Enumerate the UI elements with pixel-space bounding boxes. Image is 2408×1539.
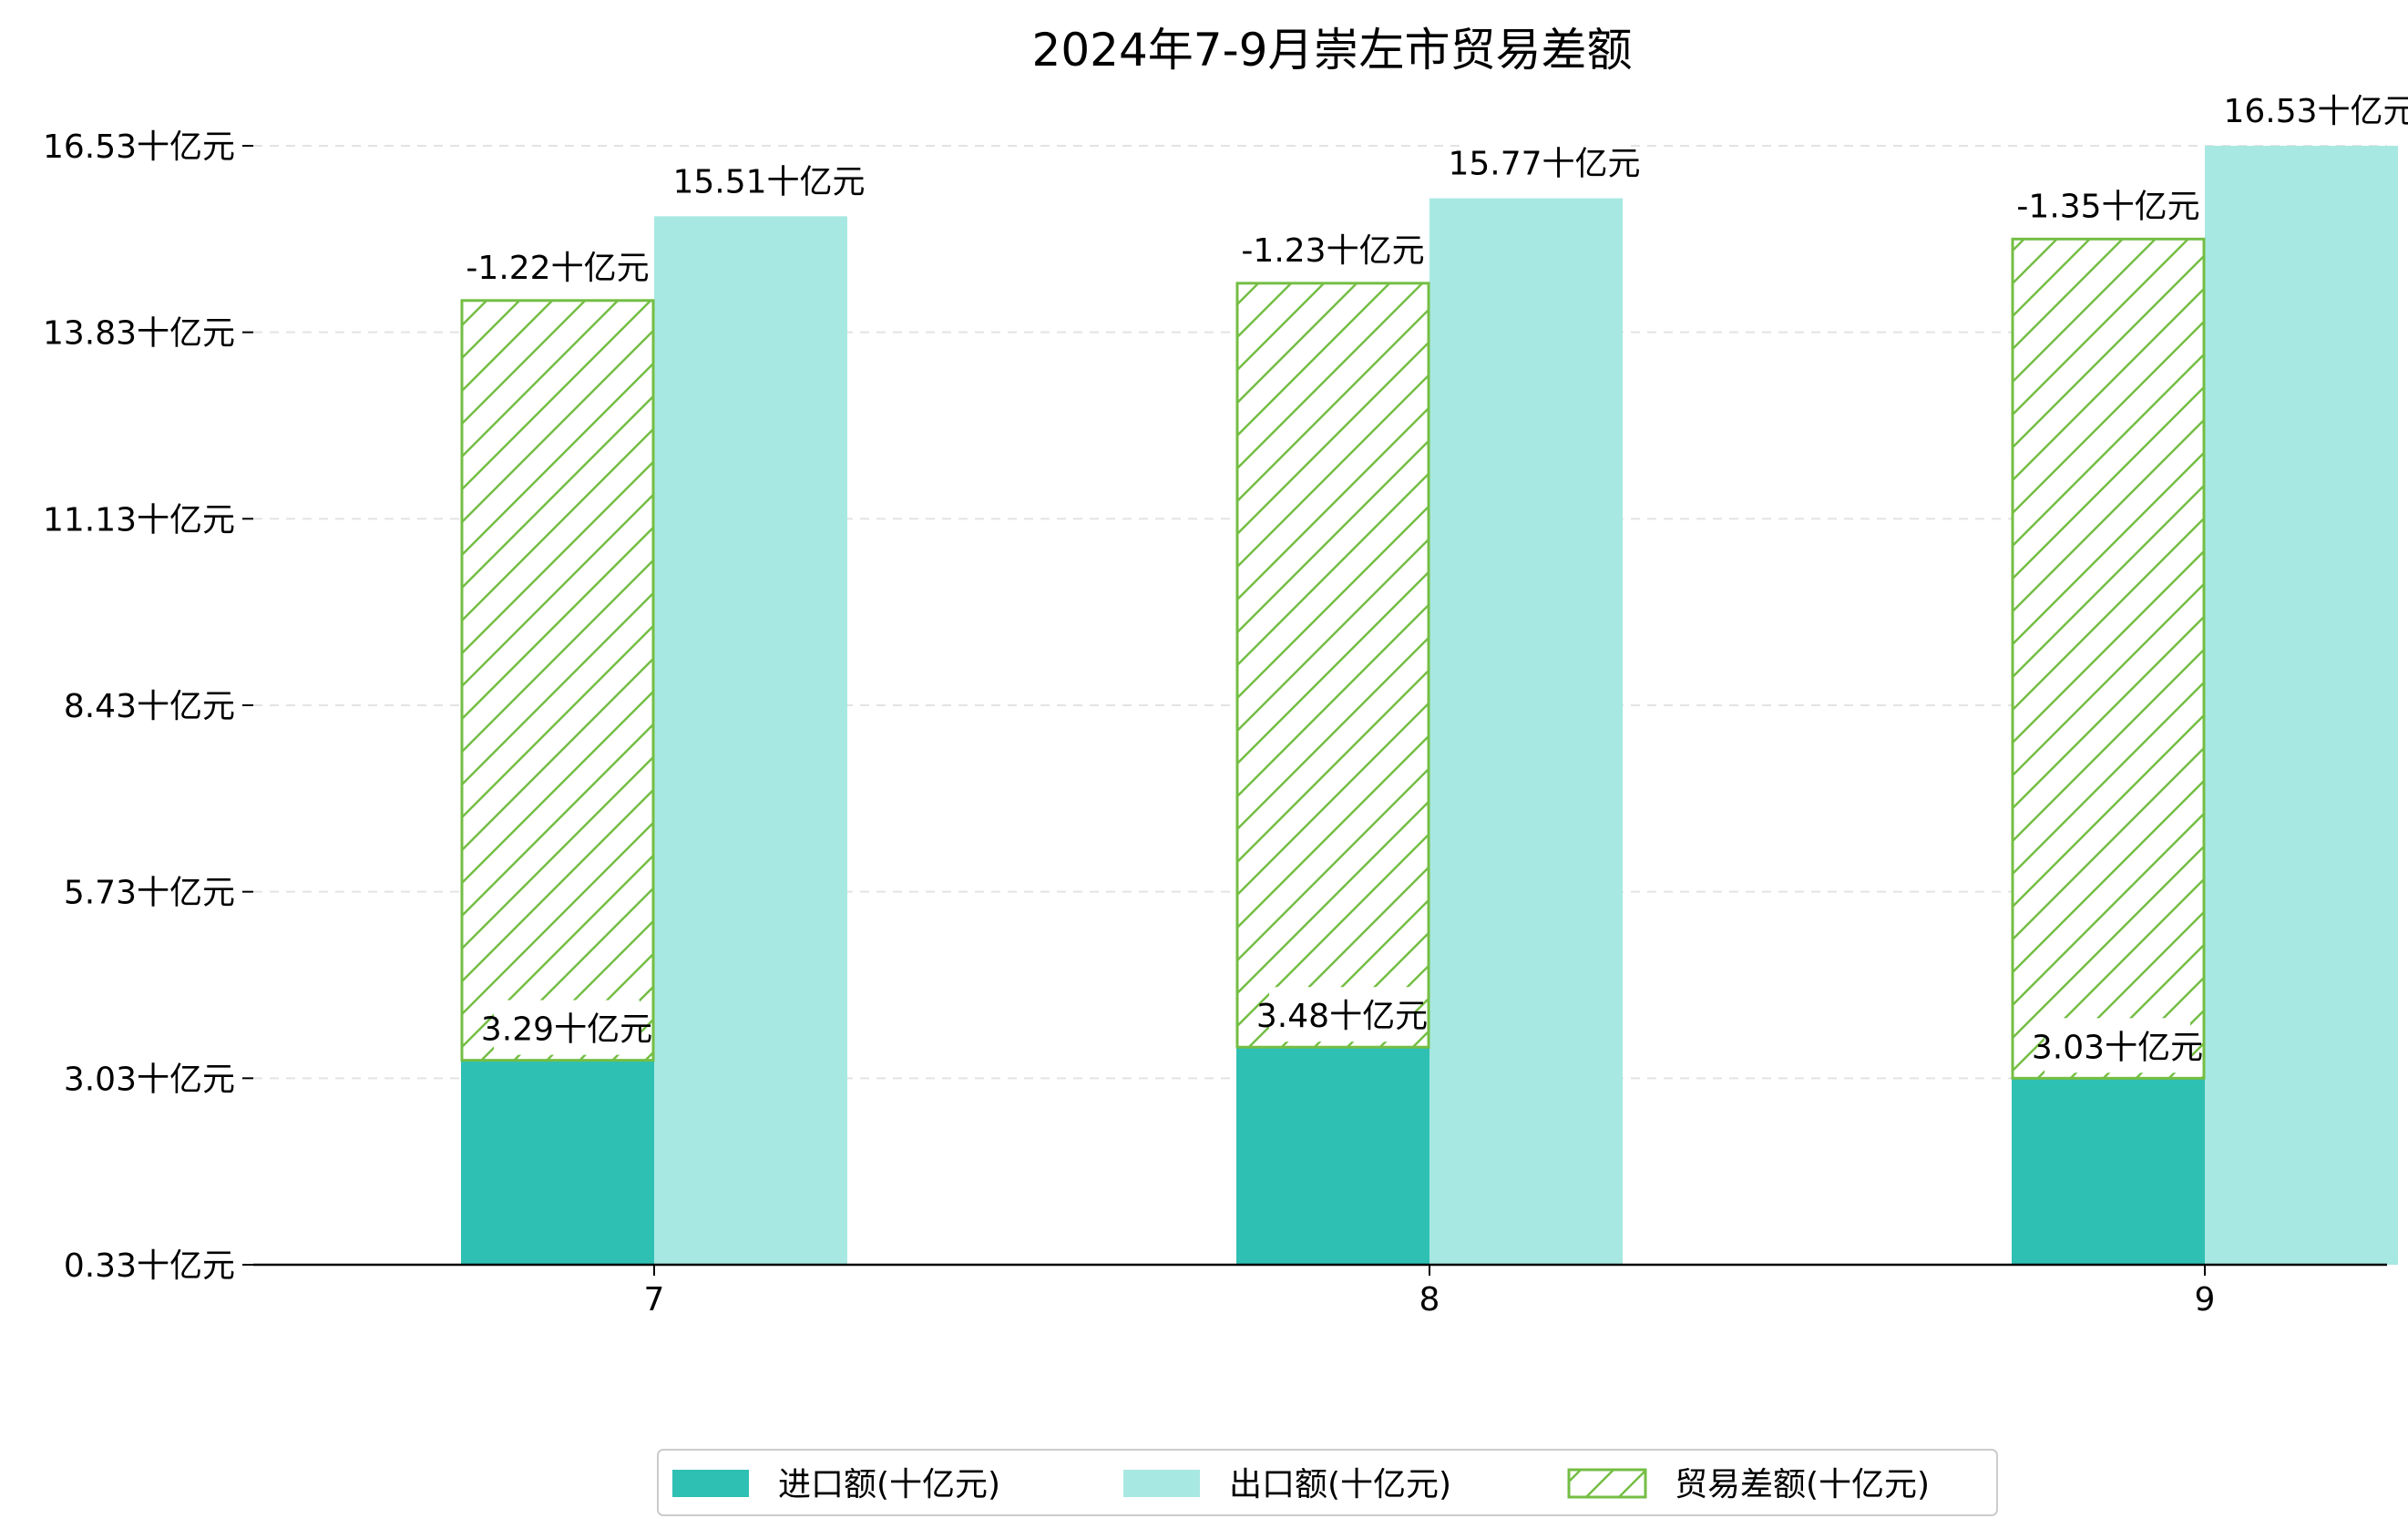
y-tick-label: 3.03十亿元 [64,1061,235,1098]
y-tick-label: 13.83十亿元 [43,315,235,353]
chart-title: 2024年7-9月崇左市贸易差额 [1032,24,1633,77]
export-bar [654,216,847,1266]
trade-balance-bar [460,299,655,1062]
y-tick-label: 16.53十亿元 [43,128,235,166]
export-bar [2205,146,2398,1265]
legend-swatch [672,1470,749,1497]
export-value-label: 15.77十亿元 [1448,146,1640,183]
legend: 进口额(十亿元) 出口额(十亿元) 贸易差额(十亿元) [657,1449,1998,1516]
legend-box [657,1449,1998,1516]
import-value-label-bg [2044,1018,2190,1073]
export-value-label-bg [1462,134,1626,190]
data-labels: 15.51十亿元 -1.22十亿元 3.29十亿元 15.77十亿元 -1.23十亿元 3… [466,82,2408,1073]
import-value-label: 3.48十亿元 [1256,998,1428,1035]
y-tick-label: 0.33十亿元 [64,1247,235,1285]
trade-balance-bar [2011,237,2206,1080]
x-tick-label: 8 [1419,1281,1440,1318]
trade-balance-value-label: -1.35十亿元 [2016,188,2199,225]
import-bar [461,1060,654,1265]
legend-swatch [1123,1470,1200,1497]
trade-balance-value-label: -1.22十亿元 [466,250,649,287]
import-value-label-bg [494,1000,640,1055]
x-tick-label: 7 [644,1281,665,1318]
export-value-label: 16.53十亿元 [2223,93,2408,130]
trade-balance-value-label-bg [476,238,640,293]
legend-swatch [1567,1468,1647,1499]
trade-balance-value-label-bg [2026,177,2190,232]
export-bar [1429,198,1623,1266]
import-bar [1236,1047,1429,1265]
trade-balance-value-label: -1.23十亿元 [1241,232,1424,270]
export-value-label: 15.51十亿元 [672,163,865,200]
bars [460,146,2398,1266]
trade-balance-value-label-bg [1251,221,1415,276]
import-value-label-bg [1269,987,1415,1042]
axes: 0.33十亿元 3.03十亿元 5.73十亿元 8.43十亿元 11.13十亿元 13.8… [43,128,2387,1318]
legend-label: 出口额(十亿元) [1229,1466,1451,1503]
legend-label: 进口额(十亿元) [778,1466,1000,1503]
export-value-label-bg [687,152,851,208]
y-tick-label: 11.13十亿元 [43,501,235,539]
y-tick-label: 5.73十亿元 [64,875,235,912]
y-tick-label: 8.43十亿元 [64,688,235,725]
trade-balance-bar [1235,282,1430,1049]
legend-label: 贸易差额(十亿元) [1675,1466,1930,1503]
import-value-label: 3.29十亿元 [481,1011,652,1049]
import-bar [2012,1078,2205,1265]
x-tick-label: 9 [2195,1281,2216,1318]
import-value-label: 3.03十亿元 [2032,1029,2203,1066]
export-value-label-bg [2238,82,2402,137]
